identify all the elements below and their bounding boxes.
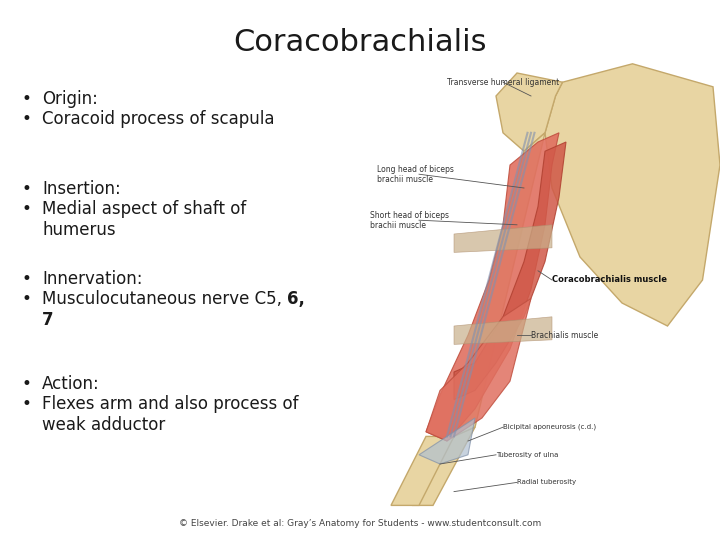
- Text: Short head of biceps
brachii muscle: Short head of biceps brachii muscle: [370, 211, 449, 230]
- Polygon shape: [545, 64, 720, 326]
- Text: Transverse humeral ligament: Transverse humeral ligament: [447, 78, 559, 87]
- Text: Flexes arm and also process of
weak adductor: Flexes arm and also process of weak addu…: [42, 395, 299, 434]
- Text: © Elsevier. Drake et al: Gray’s Anatomy for Students - www.studentconsult.com: © Elsevier. Drake et al: Gray’s Anatomy …: [179, 519, 541, 528]
- Polygon shape: [391, 436, 454, 505]
- Polygon shape: [412, 427, 475, 505]
- Text: Insertion:: Insertion:: [42, 180, 121, 198]
- Text: •: •: [22, 180, 32, 198]
- Polygon shape: [496, 73, 562, 151]
- Polygon shape: [426, 133, 559, 441]
- Polygon shape: [454, 225, 552, 252]
- Text: 6,: 6,: [287, 291, 305, 308]
- Text: •: •: [22, 90, 32, 108]
- Text: •: •: [22, 270, 32, 288]
- Text: 7: 7: [42, 311, 53, 329]
- Text: Long head of biceps
brachii muscle: Long head of biceps brachii muscle: [377, 165, 454, 184]
- Text: •: •: [22, 375, 32, 393]
- Text: Innervation:: Innervation:: [42, 270, 143, 288]
- Text: Action:: Action:: [42, 375, 100, 393]
- Polygon shape: [454, 142, 566, 400]
- Text: Bicipital aponeurosis (c.d.): Bicipital aponeurosis (c.d.): [503, 424, 596, 430]
- Text: Tuberosity of ulna: Tuberosity of ulna: [496, 452, 559, 458]
- Polygon shape: [426, 299, 531, 441]
- Polygon shape: [454, 317, 552, 345]
- Text: Musculocutaneous nerve C5,: Musculocutaneous nerve C5,: [42, 291, 287, 308]
- Text: Brachialis muscle: Brachialis muscle: [531, 330, 598, 340]
- Text: Origin:: Origin:: [42, 90, 98, 108]
- Text: Medial aspect of shaft of
humerus: Medial aspect of shaft of humerus: [42, 200, 246, 239]
- Text: •: •: [22, 111, 32, 129]
- Text: •: •: [22, 200, 32, 219]
- Text: •: •: [22, 395, 32, 414]
- Polygon shape: [447, 133, 545, 441]
- Text: •: •: [22, 291, 32, 308]
- Text: Coracobrachialis muscle: Coracobrachialis muscle: [552, 275, 667, 285]
- Polygon shape: [419, 418, 475, 464]
- Text: Coracoid process of scapula: Coracoid process of scapula: [42, 111, 274, 129]
- Text: Coracobrachialis: Coracobrachialis: [233, 28, 487, 57]
- Text: Radial tuberosity: Radial tuberosity: [517, 480, 576, 485]
